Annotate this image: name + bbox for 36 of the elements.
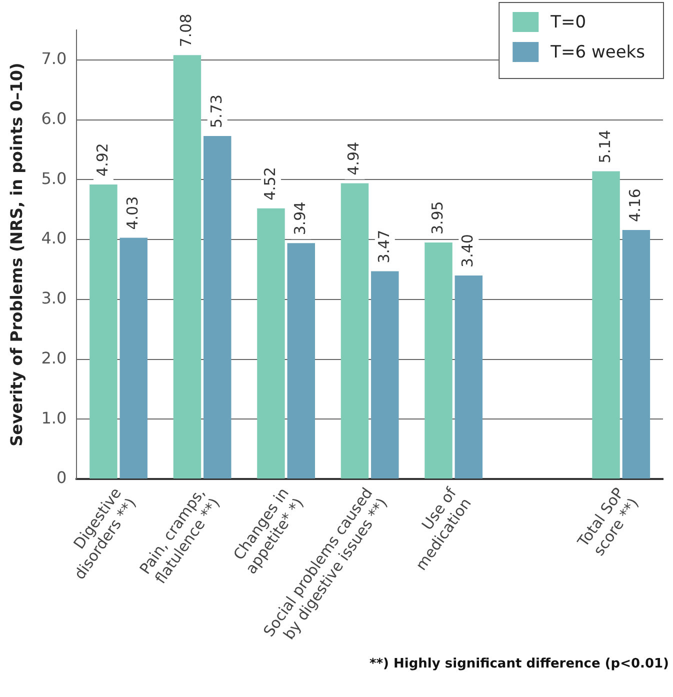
bar bbox=[592, 171, 620, 479]
data-label: 5.14 bbox=[596, 130, 614, 164]
bar bbox=[424, 242, 452, 479]
bar bbox=[90, 184, 118, 479]
y-tick-label: 4.0 bbox=[41, 228, 67, 248]
bar bbox=[622, 230, 650, 479]
y-tick-label: 1.0 bbox=[41, 408, 67, 428]
text: **) Highly significant difference (p<0.01) bbox=[369, 656, 669, 672]
bar bbox=[287, 243, 316, 479]
bar bbox=[340, 183, 369, 479]
data-label: 7.08 bbox=[177, 14, 196, 48]
y-tick-label: 2.0 bbox=[41, 348, 67, 368]
bar bbox=[454, 275, 483, 479]
y-tick-label: 0 bbox=[56, 468, 67, 488]
y-tick-label: 7.0 bbox=[41, 49, 67, 68]
legend-label: T=6 weeks bbox=[550, 42, 646, 62]
legend-label: T=0 bbox=[550, 12, 586, 32]
data-label: 4.03 bbox=[123, 196, 142, 230]
y-tick-label: 6.0 bbox=[41, 108, 67, 128]
y-tick-label: 5.0 bbox=[41, 168, 67, 188]
bar bbox=[371, 271, 399, 479]
bar bbox=[257, 208, 285, 479]
y-tick-label: 3.0 bbox=[41, 288, 67, 308]
data-label: 4.16 bbox=[626, 188, 644, 222]
data-label: 4.92 bbox=[93, 143, 112, 176]
data-label: 3.95 bbox=[428, 201, 446, 235]
data-label: 4.52 bbox=[260, 167, 279, 200]
y-axis-title: Severity of Problems (NRS, in points 0–10) bbox=[6, 62, 26, 446]
data-label: 3.40 bbox=[458, 234, 477, 268]
data-label: 3.47 bbox=[374, 230, 393, 264]
data-label: 4.94 bbox=[344, 142, 363, 176]
data-label: 3.94 bbox=[291, 202, 310, 236]
bar bbox=[120, 238, 148, 479]
bar bbox=[173, 55, 202, 479]
data-label: 5.73 bbox=[207, 94, 226, 128]
bar bbox=[204, 136, 232, 479]
